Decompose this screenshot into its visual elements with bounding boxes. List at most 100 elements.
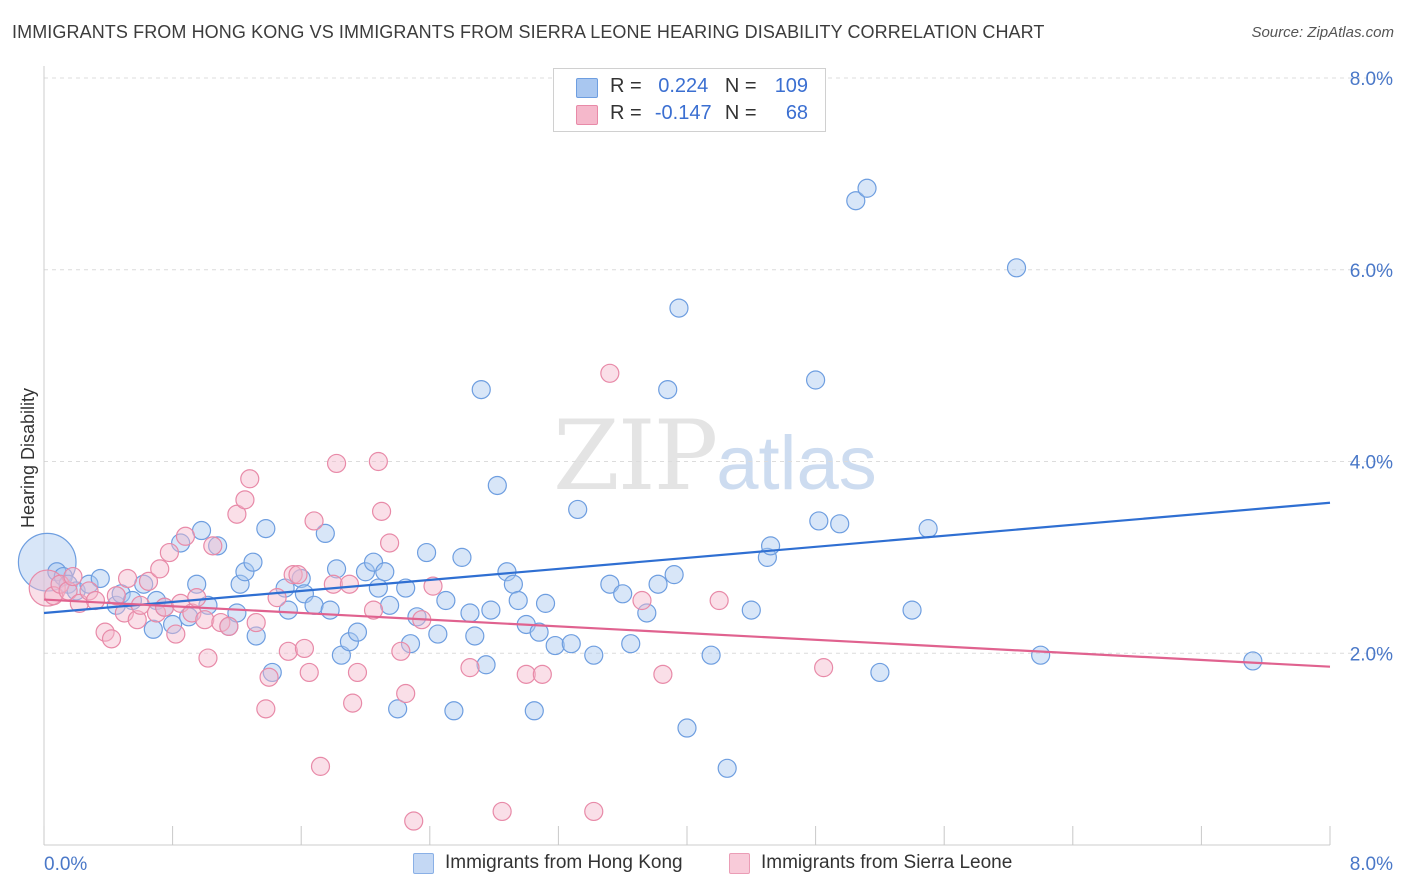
sierra-leone-point bbox=[363, 600, 384, 620]
sierra-leone-point bbox=[326, 453, 347, 474]
sierra-leone-point bbox=[79, 581, 99, 601]
hong-kong-point bbox=[637, 603, 657, 623]
legend-label-sierra-leone: Immigrants from Sierra Leone bbox=[761, 852, 1013, 873]
sierra-leone-point bbox=[380, 533, 400, 553]
hong-kong-point bbox=[669, 298, 689, 318]
hong-kong-point bbox=[918, 519, 938, 539]
hong-kong-point bbox=[191, 520, 212, 541]
hong-kong-point bbox=[1006, 258, 1027, 278]
sierra-leone-point bbox=[198, 648, 218, 668]
sierra-leone-point bbox=[159, 542, 179, 563]
hong-kong-point bbox=[339, 632, 360, 652]
legend-r-value: -0.147 bbox=[654, 102, 712, 124]
hong-kong-point bbox=[388, 699, 408, 719]
sierra-leone-point bbox=[63, 566, 83, 587]
hong-kong-point bbox=[326, 559, 347, 579]
hong-kong-point bbox=[701, 645, 721, 665]
legend-r-value: 0.224 bbox=[658, 75, 709, 97]
correlation-legend: R = 0.224 N = 109 R = -0.147 N = 68 bbox=[553, 68, 826, 132]
hong-kong-point bbox=[1031, 645, 1051, 665]
hong-kong-point bbox=[648, 574, 668, 594]
legend-r-label: R = bbox=[610, 75, 642, 97]
sierra-leone-point bbox=[117, 568, 138, 589]
hong-kong-point bbox=[487, 475, 507, 496]
hong-kong-swatch bbox=[413, 853, 434, 874]
sierra-leone-point bbox=[283, 565, 303, 585]
hong-kong-point bbox=[436, 590, 456, 611]
sierra-leone-point bbox=[391, 641, 411, 661]
axes bbox=[43, 66, 1331, 846]
hong-kong-trend-line bbox=[43, 501, 1331, 615]
x-tick-label-min: 0.0% bbox=[44, 854, 87, 875]
sierra-leone-point bbox=[267, 588, 287, 608]
sierra-leone-point bbox=[256, 699, 276, 719]
sierra-leone-swatch bbox=[576, 105, 598, 125]
hong-kong-point bbox=[508, 590, 528, 611]
y-tick-label: 2.0% bbox=[1350, 644, 1393, 665]
legend-n-label: N = bbox=[724, 75, 757, 97]
sierra-leone-point bbox=[235, 490, 255, 510]
hong-kong-point bbox=[380, 595, 400, 615]
sierra-leone-point bbox=[278, 641, 298, 661]
hong-kong-point bbox=[235, 562, 255, 582]
source-credit: Source: ZipAtlas.com bbox=[1251, 24, 1394, 41]
sierra-leone-point bbox=[187, 588, 207, 608]
hong-kong-point bbox=[471, 379, 491, 400]
hong-kong-point bbox=[355, 562, 376, 582]
hong-kong-point bbox=[476, 655, 496, 675]
sierra-leone-point bbox=[492, 801, 512, 822]
hong-kong-point bbox=[717, 758, 737, 778]
hong-kong-point bbox=[545, 635, 565, 656]
sierra-leone-point bbox=[368, 451, 388, 472]
hong-kong-point bbox=[347, 622, 368, 642]
hong-kong-point bbox=[315, 523, 335, 544]
sierra-leone-point bbox=[310, 756, 331, 776]
hong-kong-point bbox=[857, 178, 877, 198]
hong-kong-point bbox=[561, 634, 581, 654]
hong-kong-point bbox=[613, 584, 633, 604]
sierra-leone-point bbox=[175, 526, 196, 546]
sierra-leone-point bbox=[532, 664, 552, 684]
y-axis-title: Hearing Disability bbox=[18, 388, 38, 528]
watermark-atlas: atlas bbox=[716, 421, 877, 506]
sierra-leone-point bbox=[127, 610, 147, 630]
hong-kong-point bbox=[143, 619, 163, 639]
hong-kong-point bbox=[90, 568, 110, 589]
sierra-leone-point bbox=[294, 638, 315, 659]
hong-kong-point bbox=[465, 626, 485, 646]
legend-n-value: 109 bbox=[774, 75, 809, 97]
legend-r-label: R = bbox=[610, 102, 642, 124]
hong-kong-point bbox=[741, 600, 761, 620]
sierra-leone-point bbox=[219, 616, 239, 637]
y-tick-label: 8.0% bbox=[1350, 69, 1393, 90]
trend-lines bbox=[43, 501, 1331, 668]
sierra-leone-point bbox=[166, 624, 186, 644]
sierra-leone-swatch bbox=[729, 853, 750, 874]
sierra-leone-point bbox=[288, 565, 308, 585]
hong-kong-point bbox=[187, 574, 207, 594]
sierra-leone-point bbox=[299, 662, 319, 683]
hong-kong-point bbox=[902, 600, 922, 620]
hong-kong-point bbox=[757, 547, 777, 567]
series-hong-kong-points bbox=[17, 178, 1263, 778]
hong-kong-point bbox=[503, 574, 523, 594]
legend-n-label: N = bbox=[724, 102, 757, 124]
watermark: ZIPatlas bbox=[553, 400, 877, 512]
hong-kong-point bbox=[320, 600, 340, 620]
hong-kong-point bbox=[375, 562, 395, 582]
hong-kong-point bbox=[243, 552, 263, 572]
sierra-leone-point bbox=[460, 658, 480, 678]
hong-kong-point bbox=[452, 547, 472, 567]
hong-kong-point bbox=[621, 634, 641, 654]
sierra-leone-trend-line bbox=[43, 598, 1331, 668]
y-tick-label: 6.0% bbox=[1350, 261, 1393, 282]
hong-kong-point bbox=[304, 595, 324, 615]
hong-kong-point bbox=[396, 578, 416, 598]
hong-kong-point bbox=[870, 662, 890, 683]
sierra-leone-point bbox=[371, 501, 392, 521]
sierra-leone-point bbox=[709, 590, 729, 611]
hong-kong-point bbox=[568, 499, 588, 520]
hong-kong-point bbox=[809, 511, 829, 531]
sierra-leone-point bbox=[653, 664, 673, 684]
